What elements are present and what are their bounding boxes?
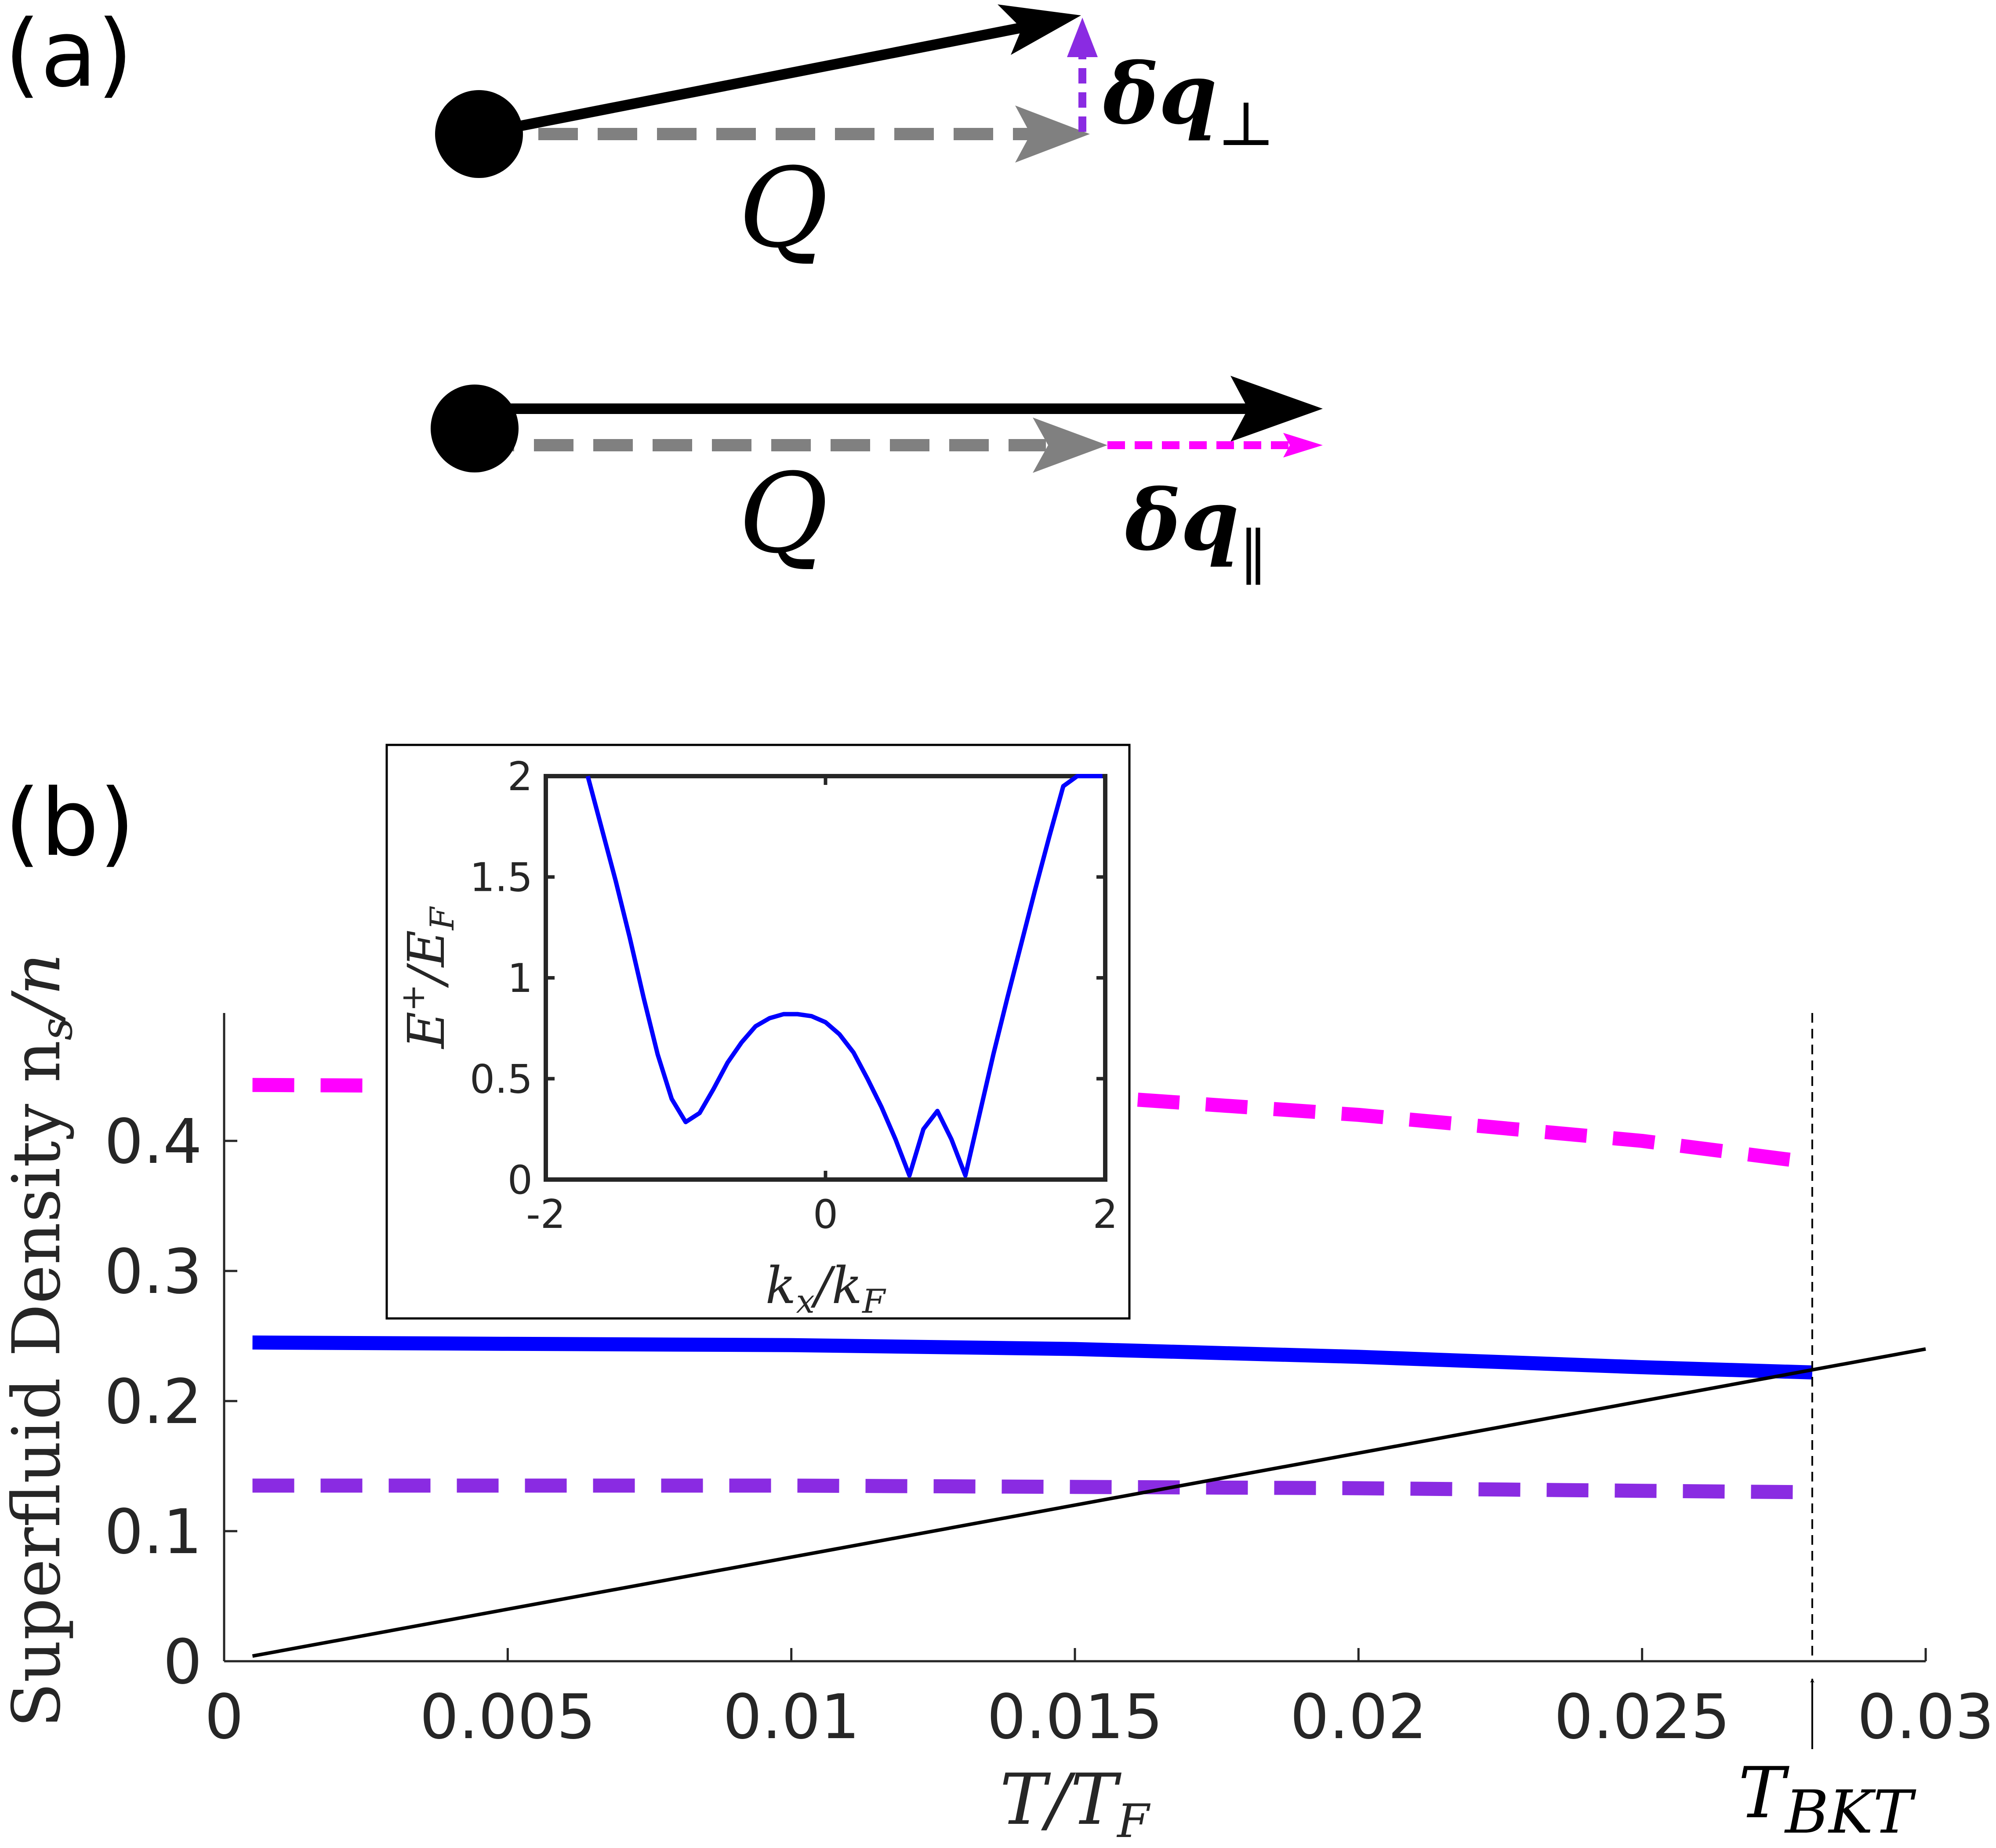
x-tick-label: 0.02 xyxy=(1290,1681,1427,1753)
y-axis-label: Superfluid Density ns/n xyxy=(0,953,82,1728)
panel-b: (b) 0 0.005 0.01 0.015 0.02 0.025 0.03 0 0.1 0.2… xyxy=(0,744,1994,1848)
y-tick-label: 0 xyxy=(163,1627,202,1698)
y-ticks: 0 0.1 0.2 0.3 0.4 xyxy=(104,1106,237,1698)
series-blue-solid xyxy=(252,1335,1813,1380)
delta-q-par-subscript: ‖ xyxy=(1239,518,1268,585)
tbkt-label: TBKT xyxy=(1738,1752,1916,1847)
x-tick-label: 0.005 xyxy=(420,1681,596,1753)
inset-y-axis-label: E+/EF xyxy=(393,906,461,1049)
inset-y-label-sup: + xyxy=(393,984,432,1012)
inset-y-tick-label: 0.5 xyxy=(470,1057,533,1103)
x-tick-label: 0.03 xyxy=(1857,1681,1994,1753)
inset-plot-area xyxy=(544,774,1107,1182)
q-label-bottom: Q xyxy=(738,450,828,577)
x-ticks: 0 0.005 0.01 0.015 0.02 0.025 0.03 xyxy=(204,1648,1994,1753)
x-axis-label: T/TF xyxy=(1000,1758,1150,1848)
resultant-arrowhead-top xyxy=(998,4,1081,55)
delta-q-perp-arrowhead xyxy=(1067,18,1098,57)
inset-y-label-tail: /E xyxy=(397,930,456,988)
inset-x-ticks: -2 0 2 xyxy=(526,776,1118,1238)
panel-a-label: (a) xyxy=(4,0,133,108)
delta-q-par-arrowhead xyxy=(1283,433,1323,457)
y-tick-label: 0.2 xyxy=(104,1366,202,1438)
inset-x-label-sub2: F xyxy=(861,1282,886,1321)
inset-x-tick-label: 0 xyxy=(813,1191,838,1238)
inset-chart: -2 0 2 00.511.52 kx/kF E+/EF xyxy=(385,744,1131,1321)
tbkt-subscript: BKT xyxy=(1784,1778,1916,1847)
y-tick-label: 0.4 xyxy=(104,1106,202,1178)
inset-y-label-sub: F xyxy=(423,906,461,931)
inset-x-axis-label: kx/kF xyxy=(766,1256,886,1321)
q-arrowhead-top xyxy=(1015,105,1090,163)
top-vector-diagram: Q δq⊥ xyxy=(435,4,1275,272)
q-label-top: Q xyxy=(738,144,828,272)
x-axis-label-sub: F xyxy=(1116,1794,1150,1848)
inset-y-tick-label: 1.5 xyxy=(470,855,533,901)
y-axis-label-sub: s xyxy=(31,1018,82,1040)
origin-dot-top xyxy=(435,90,523,178)
resultant-arrowhead-bottom xyxy=(1230,376,1323,442)
inset-dispersion-curve xyxy=(585,774,1103,1178)
origin-dot-bottom xyxy=(431,385,519,472)
main-chart: 0 0.005 0.01 0.015 0.02 0.025 0.03 00.10.20.30… xyxy=(0,953,1994,1848)
bottom-vector-diagram: Q δq‖ xyxy=(431,376,1323,585)
delta-q-perp-subscript: ⊥ xyxy=(1217,88,1275,160)
series-black-line xyxy=(252,1347,1926,1658)
delta-q-par-label: δq‖ xyxy=(1124,471,1268,585)
inset-y-tick-label: 0 xyxy=(508,1157,533,1203)
panel-a: (a) Q δq⊥ Q δq‖ xyxy=(4,0,1323,585)
inset-y-tick-label: 2 xyxy=(508,754,533,800)
panel-b-label: (b) xyxy=(4,769,135,877)
resultant-vector-top xyxy=(478,21,1030,139)
inset-y-tick-label: 1 xyxy=(508,955,533,1002)
y-tick-label: 0.1 xyxy=(104,1496,202,1568)
inset-series-group xyxy=(585,774,1103,1178)
x-tick-label: 0 xyxy=(204,1681,243,1753)
y-tick-label: 0.3 xyxy=(104,1236,202,1308)
y-axis-label-tail: /n xyxy=(0,953,75,1023)
inset-y-ticks: 0 0.5 1 1.5 2 xyxy=(470,754,1105,1203)
q-arrowhead-bottom xyxy=(1033,418,1107,473)
series-purple-dashed xyxy=(252,1478,1796,1499)
x-tick-label: 0.025 xyxy=(1554,1681,1730,1753)
x-tick-label: 0.01 xyxy=(723,1681,860,1753)
inset-x-tick-label: -2 xyxy=(526,1191,566,1238)
inset-x-label-tail: /k xyxy=(810,1256,862,1315)
x-tick-label: 0.015 xyxy=(987,1681,1163,1753)
delta-q-perp-label: δq⊥ xyxy=(1102,45,1275,160)
inset-x-label-sub: x xyxy=(796,1282,814,1321)
inset-x-tick-label: 2 xyxy=(1092,1191,1118,1238)
